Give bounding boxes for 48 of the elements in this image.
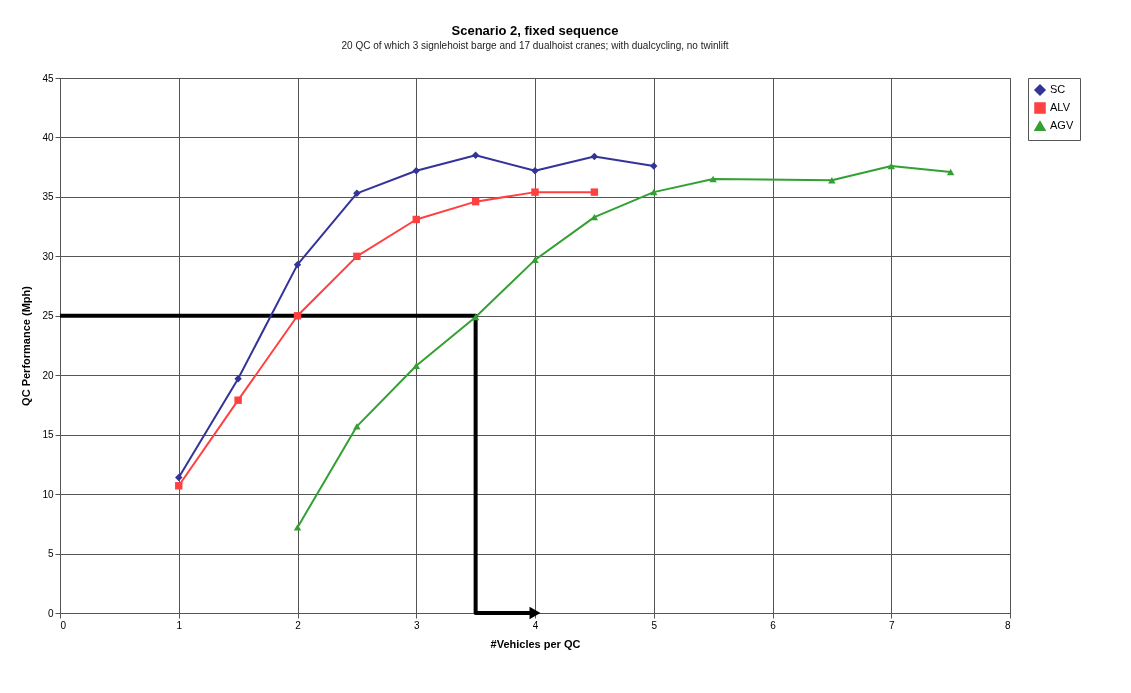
point bbox=[412, 362, 420, 369]
y-tick-label: 20 bbox=[42, 369, 54, 381]
point bbox=[590, 213, 599, 221]
point bbox=[293, 260, 302, 269]
legend-label: AGV bbox=[1050, 119, 1074, 131]
x-tick-label: 1 bbox=[176, 619, 183, 631]
x-tick-label: 2 bbox=[295, 619, 302, 631]
point bbox=[531, 167, 539, 175]
point bbox=[353, 189, 361, 198]
x-axis-title: #Vehicles per QC bbox=[490, 637, 581, 650]
x-tick-label: 5 bbox=[651, 619, 658, 631]
y-tick-label: 30 bbox=[42, 250, 54, 262]
y-axis-title: QC Performance (Mph) bbox=[20, 285, 33, 406]
x-tick-label: 6 bbox=[770, 619, 777, 631]
point bbox=[590, 152, 599, 161]
y-tick-label: 35 bbox=[42, 191, 54, 203]
legend-label: ALV bbox=[1050, 101, 1071, 113]
point bbox=[471, 151, 480, 159]
chart-subtitle: 20 QC of which 3 signlehoist barge and 17 dualhoist cranes; with dualcycling, no twinlift bbox=[341, 40, 729, 51]
point bbox=[353, 252, 361, 261]
point bbox=[946, 168, 955, 176]
x-tick-label: 7 bbox=[888, 619, 895, 631]
point bbox=[175, 473, 183, 482]
point bbox=[353, 423, 361, 430]
chart-title: Scenario 2, fixed sequence bbox=[451, 23, 619, 38]
point bbox=[234, 375, 242, 383]
point bbox=[412, 167, 420, 175]
point bbox=[590, 188, 599, 196]
point bbox=[709, 175, 717, 183]
y-tick-label: 15 bbox=[42, 429, 54, 441]
point bbox=[650, 162, 658, 170]
point bbox=[471, 313, 480, 321]
x-tick-label: 8 bbox=[1004, 619, 1011, 631]
point bbox=[293, 524, 302, 531]
y-tick-label: 40 bbox=[42, 131, 54, 143]
x-tick-label: 0 bbox=[60, 619, 67, 631]
y-tick-label: 5 bbox=[47, 548, 54, 560]
y-tick-label: 45 bbox=[42, 72, 54, 84]
y-tick-label: 10 bbox=[42, 488, 54, 500]
point bbox=[887, 162, 895, 170]
y-tick-label: 0 bbox=[47, 607, 54, 619]
y-tick-label: 25 bbox=[42, 310, 54, 322]
legend-label: SC bbox=[1050, 83, 1066, 95]
x-tick-label: 3 bbox=[413, 619, 420, 631]
point bbox=[531, 188, 539, 196]
point bbox=[234, 396, 242, 404]
x-tick-label: 4 bbox=[532, 619, 539, 631]
point bbox=[531, 256, 539, 264]
